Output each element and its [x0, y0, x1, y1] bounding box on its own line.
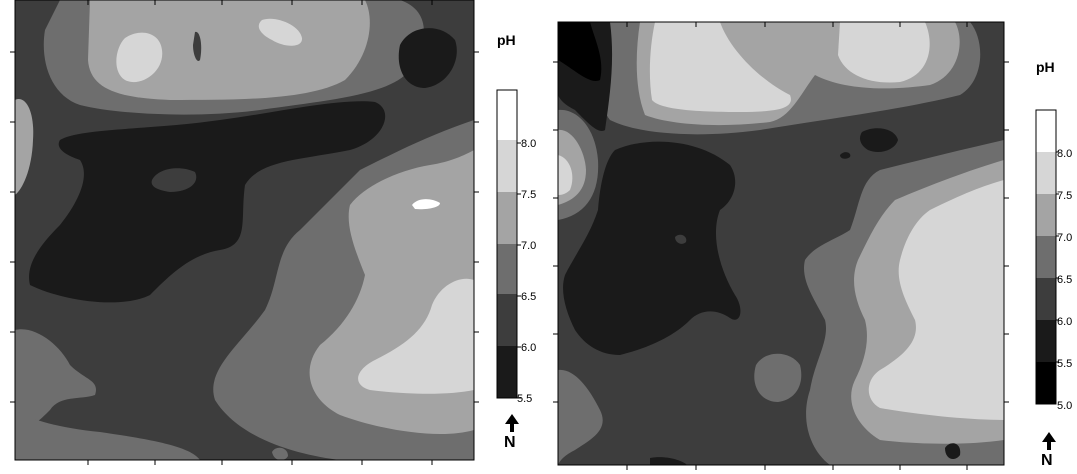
zone-ph-7-5-8-0 — [838, 22, 930, 83]
zone-ph-7-5-8-0 — [116, 32, 163, 83]
zone-ph-5-5-6-0 — [945, 443, 961, 460]
legend-tick-label: 8.0 — [521, 138, 536, 150]
zone-ph-8-0-8-5 — [412, 199, 440, 210]
north-arrow-icon: N — [504, 414, 519, 451]
zone-ph-5-5-6-0 — [563, 141, 741, 355]
north-label: N — [1041, 452, 1053, 469]
legend-tick-label: 7.5 — [1057, 190, 1072, 202]
legend-swatch — [1036, 236, 1056, 278]
zone-ph-7-0-7-5 — [15, 99, 34, 195]
zone-ph-6-5-7-0 — [272, 447, 288, 460]
axis-ticks-left — [10, 0, 479, 465]
legend-right: pH 8.0 7.5 7.0 6.5 6.0 5.5 5.0 — [1035, 59, 1072, 412]
zone-ph-5-0-5-5 — [558, 22, 602, 81]
zone-ph-6-0-6-5 — [193, 31, 202, 61]
map-frame-right — [557, 21, 1005, 466]
zone-ph-6-5-7-0 — [15, 410, 200, 460]
zone-ph-5-5-6-0 — [29, 101, 386, 303]
zone-ph-5-5-6-0 — [840, 152, 851, 159]
legend-swatch — [497, 140, 517, 192]
zone-ph-5-5-6-0 — [650, 457, 688, 465]
legend-title: pH — [1036, 59, 1055, 75]
zone-ph-6-5-7-0 — [558, 369, 603, 465]
legend-tick-label: 7.5 — [521, 189, 536, 201]
legend-swatch — [1036, 320, 1056, 362]
zone-ph-7-0-7-5 — [88, 0, 370, 100]
legend-tick-label: 7.0 — [1057, 232, 1072, 244]
zone-ph-5-5-6-0 — [398, 28, 457, 89]
legend-swatch — [497, 90, 517, 140]
zone-ph-6-5-7-0 — [15, 329, 96, 430]
north-label: N — [504, 434, 516, 451]
zone-ph-6-0-6-5 — [675, 234, 687, 244]
legend-swatch — [497, 192, 517, 244]
contour-map-right — [558, 22, 1004, 465]
zone-ph-7-5-8-0 — [258, 18, 303, 46]
legend-tick-label: 8.0 — [1057, 148, 1072, 160]
zone-ph-6-5-7-0 — [754, 353, 802, 402]
legend-swatch — [1036, 278, 1056, 320]
legend-tick-label: 5.5 — [517, 393, 532, 405]
zone-ph-7-5-8-0 — [358, 278, 474, 394]
axis-ticks-right — [553, 22, 1009, 470]
legend-title: pH — [497, 32, 516, 48]
map-frame-left — [14, 0, 475, 461]
north-arrow-icon: N — [1041, 432, 1056, 469]
zone-ph-7-5-8-0 — [868, 180, 1004, 420]
legend-tick-label: 6.5 — [1057, 274, 1072, 286]
legend-swatch — [497, 294, 517, 346]
legend-tick-label: 7.0 — [521, 240, 536, 252]
legend-swatch — [497, 244, 517, 294]
contour-map-left — [15, 0, 474, 460]
legend-tick-label: 6.5 — [521, 291, 536, 303]
legend-tick-label: 6.0 — [1057, 316, 1072, 328]
legend-tick-label: 5.0 — [1057, 400, 1072, 412]
zone-ph-6-0-6-5 — [151, 168, 197, 192]
legend-left: pH 8.0 7.5 7.0 6.5 6.0 5.5 — [496, 32, 536, 405]
legend-swatch — [497, 346, 517, 398]
legend-swatch — [1036, 194, 1056, 236]
legend-tick-label: 6.0 — [521, 342, 536, 354]
zone-ph-5-5-6-0 — [860, 128, 898, 152]
zone-ph-7-5-8-0 — [558, 155, 573, 195]
legend-swatch — [1036, 110, 1056, 152]
legend-swatch — [1036, 362, 1056, 404]
zone-ph-7-5-8-0 — [649, 22, 791, 112]
legend-tick-label: 5.5 — [1057, 358, 1072, 370]
legend-swatch — [1036, 152, 1056, 194]
